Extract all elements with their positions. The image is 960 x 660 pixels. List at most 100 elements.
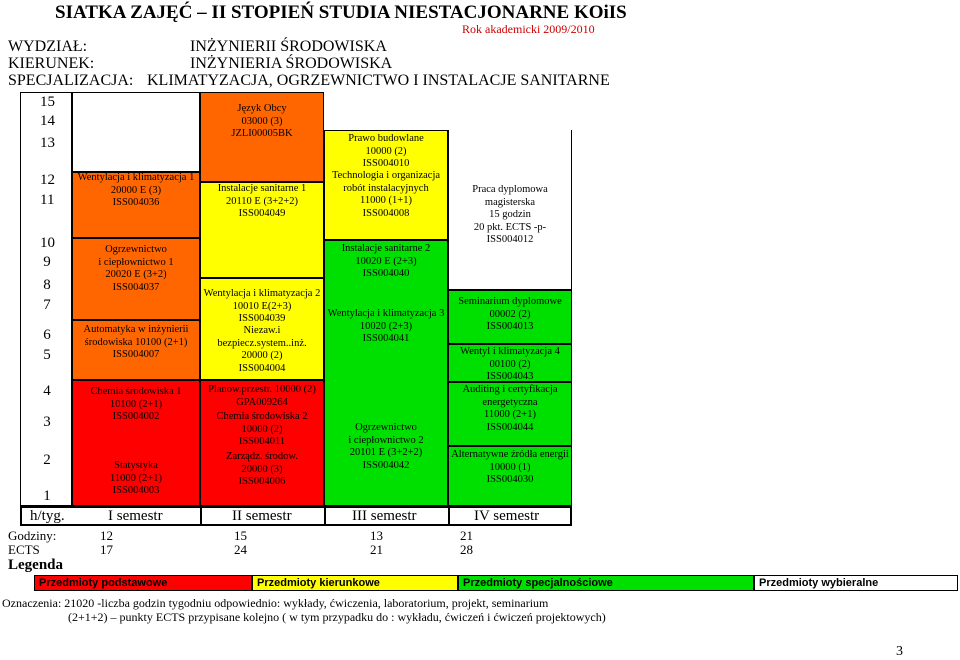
course-block bbox=[448, 290, 572, 344]
course-block bbox=[200, 182, 324, 278]
ects-label: ECTS bbox=[8, 542, 40, 557]
hour-tick-label: 11 bbox=[40, 192, 55, 208]
course-instalacje-1: Instalacje sanitarne 1 20110 E (3+2+2) ISS… bbox=[200, 183, 324, 221]
course-chemia-2: Chemia środowiska 2 10000 (2) ISS004011 bbox=[200, 411, 324, 449]
course-line: robót instalacyjnych bbox=[343, 182, 429, 194]
course-block bbox=[72, 380, 200, 506]
hour-tick-label: 8 bbox=[43, 277, 51, 293]
course-line: ISS004039 bbox=[238, 313, 286, 324]
course-line: GPA009264 bbox=[236, 396, 288, 408]
legend-basic: Przedmioty podstawowe bbox=[34, 575, 252, 591]
course-seminarium: Seminarium dyplomowe 00002 (2) ISS004013 bbox=[448, 296, 572, 334]
course-line: 00100 (2) bbox=[489, 358, 531, 370]
course-line: 20020 E (3+2) bbox=[105, 269, 167, 280]
course-niezawodnosc: Niezaw.i bezpiecz.system..inż. 20000 (2) IS… bbox=[200, 325, 324, 375]
course-line: 10000 (2) bbox=[365, 145, 407, 157]
course-line: ISS004004 bbox=[238, 362, 286, 374]
course-line: ISS004049 bbox=[238, 208, 286, 219]
course-line: ISS004036 bbox=[112, 197, 160, 208]
course-line: Instalacje sanitarne 2 bbox=[341, 243, 431, 254]
course-wentylacja-1: Wentylacja i klimatyzacja 1 20000 E (3) IS… bbox=[72, 172, 200, 210]
course-block bbox=[72, 172, 200, 238]
course-line: ISS004007 bbox=[112, 349, 160, 360]
specialization-label: SPECJALIZACJA: bbox=[8, 72, 134, 89]
hour-tick-label: 4 bbox=[43, 383, 51, 399]
legend-major: Przedmioty kierunkowe bbox=[252, 575, 458, 591]
hours-per-week-label: h/tyg. bbox=[30, 507, 65, 524]
course-line: ISS004040 bbox=[362, 268, 410, 279]
course-block bbox=[200, 380, 324, 506]
semester-divider bbox=[324, 506, 326, 526]
course-line: ISS004012 bbox=[486, 234, 534, 245]
semester-1-label: I semestr bbox=[108, 507, 163, 524]
hours-axis-frame bbox=[20, 92, 72, 506]
course-line: Instalacje sanitarne 1 bbox=[217, 183, 307, 194]
faculty-label: WYDZIAŁ: bbox=[8, 38, 88, 55]
course-line: 03000 (3) bbox=[241, 115, 283, 127]
course-line: Statystyka bbox=[114, 460, 158, 471]
hours-label: Godziny: bbox=[8, 528, 57, 543]
field-value: INŻYNIERIA ŚRODOWISKA bbox=[190, 55, 393, 72]
ects-value: 17 bbox=[100, 542, 113, 557]
course-line: 20101 E (3+2+2) bbox=[349, 447, 423, 458]
semester-3-label: III semestr bbox=[352, 507, 417, 524]
course-line: ISS004008 bbox=[362, 207, 410, 219]
course-line: 20000 (3) bbox=[241, 463, 283, 475]
course-line: 11000 (2+1) bbox=[484, 409, 536, 420]
hour-tick-label: 13 bbox=[40, 135, 55, 151]
ects-value: 21 bbox=[370, 542, 383, 557]
course-line: 10000 (2) bbox=[241, 423, 283, 435]
course-line: Technologia i organizacja bbox=[331, 170, 441, 181]
course-line: Ogrzewnictwo bbox=[355, 422, 417, 433]
course-line: energetyczna bbox=[482, 396, 538, 408]
course-line: Ogrzewnictwo bbox=[105, 244, 167, 255]
course-line: 20000 (2) bbox=[241, 350, 283, 361]
page-title: SIATKA ZAJĘĆ – II STOPIEŃ STUDIA NIESTAC… bbox=[55, 2, 627, 23]
course-line: 20000 E (3) bbox=[110, 184, 162, 196]
course-line: środowiska 10100 (2+1) bbox=[84, 336, 188, 348]
page-number: 3 bbox=[896, 644, 903, 659]
course-line: 10020 E (2+3) bbox=[355, 255, 417, 267]
hours-value: 12 bbox=[100, 528, 113, 543]
notation-note: Oznaczenia: 21020 -liczba godzin tygodni… bbox=[2, 596, 549, 610]
course-line: magisterska bbox=[484, 196, 536, 208]
hour-tick-label: 7 bbox=[43, 297, 51, 313]
col1-empty bbox=[72, 92, 200, 172]
legend-title: Legenda bbox=[8, 557, 64, 573]
course-line: Wentyl i klimatyzacja 4 bbox=[460, 346, 560, 357]
course-line: ISS004042 bbox=[362, 459, 410, 471]
semester-divider bbox=[448, 506, 450, 526]
hours-value: 21 bbox=[460, 528, 473, 543]
course-block bbox=[448, 382, 572, 446]
course-block bbox=[200, 278, 324, 380]
course-line: i ciepłownictwo 2 bbox=[348, 434, 424, 446]
course-wentylacja-2: Wentylacja i klimatyzacja 2 10010 E(2+3) I… bbox=[200, 288, 324, 326]
course-wentylacja-3: Wentylacja i klimatyzacja 3 10020 (2+3) IS… bbox=[324, 308, 448, 346]
course-auditing: Auditing i certyfikacja energetyczna 11000… bbox=[448, 384, 572, 434]
course-line: ISS004043 bbox=[486, 371, 534, 382]
course-line: Alternatywne źródła energii bbox=[451, 449, 569, 460]
course-prawo-budowlane: Prawo budowlane 10000 (2) ISS004010 bbox=[324, 133, 448, 171]
course-line: 20110 E (3+2+2) bbox=[225, 195, 299, 207]
course-line: 00002 (2) bbox=[489, 308, 531, 320]
hour-tick-label: 10 bbox=[40, 235, 55, 251]
faculty-value: INŻYNIERII ŚRODOWISKA bbox=[190, 38, 387, 55]
course-line: 10000 (1) bbox=[489, 461, 531, 473]
course-line: ISS004002 bbox=[112, 411, 160, 422]
hour-tick-label: 14 bbox=[40, 113, 55, 129]
course-line: Automatyka w inżynierii bbox=[83, 324, 189, 335]
hours-value: 13 bbox=[370, 528, 383, 543]
hour-tick-label: 9 bbox=[43, 254, 51, 270]
course-line: ISS004013 bbox=[486, 321, 534, 332]
course-line: 11000 (2+1) bbox=[110, 472, 162, 484]
semester-divider bbox=[200, 506, 202, 526]
course-line: ISS004003 bbox=[112, 485, 160, 496]
course-line: ISS004006 bbox=[238, 476, 286, 487]
course-line: 11000 (1+1) bbox=[360, 195, 412, 206]
field-label: KIERUNEK: bbox=[8, 55, 95, 72]
course-line: Wentylacja i klimatyzacja 2 bbox=[203, 288, 321, 299]
course-line: Prawo budowlane bbox=[348, 133, 424, 144]
course-line: ISS004041 bbox=[362, 333, 410, 344]
course-line: Praca dyplomowa bbox=[472, 184, 548, 195]
course-line: Niezaw.i bbox=[243, 325, 281, 336]
